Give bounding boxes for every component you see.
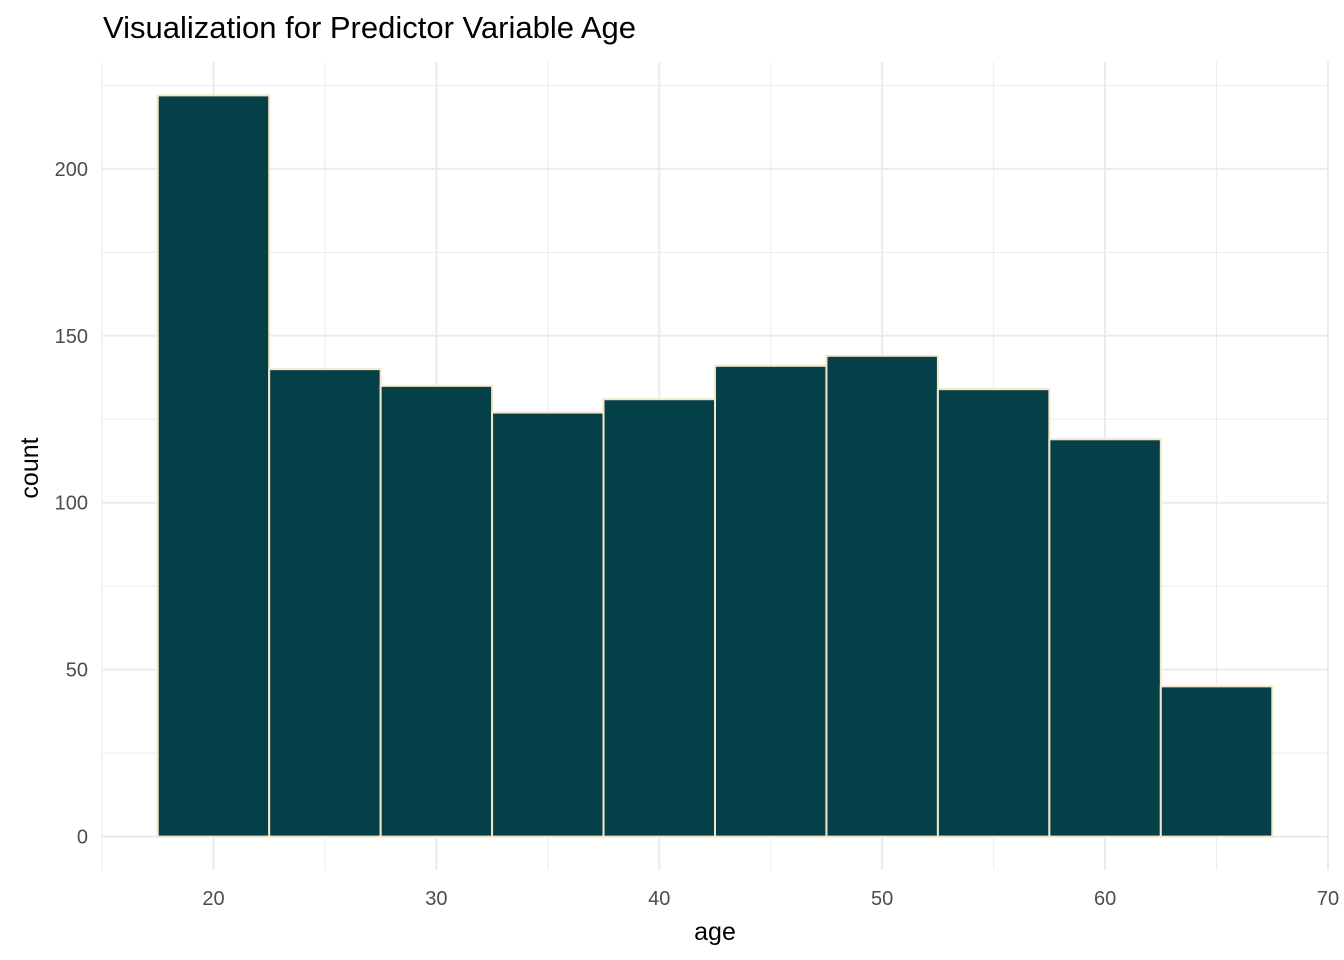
x-tick-label: 70 bbox=[1317, 888, 1339, 910]
histogram-bar bbox=[714, 364, 828, 838]
histogram-bar bbox=[156, 94, 271, 838]
x-tick-labels: 20 30 40 50 60 70 bbox=[202, 888, 1339, 910]
histogram-bar bbox=[491, 411, 605, 838]
histogram-bar bbox=[1159, 685, 1274, 838]
y-tick-label: 150 bbox=[55, 326, 88, 348]
x-tick-label: 60 bbox=[1094, 888, 1116, 910]
histogram-bars bbox=[156, 94, 1274, 838]
y-axis-title: count bbox=[16, 437, 44, 498]
histogram-bar bbox=[379, 384, 494, 838]
y-tick-label: 50 bbox=[66, 660, 88, 682]
y-tick-labels: 0 50 100 150 200 bbox=[55, 159, 88, 849]
x-tick-label: 30 bbox=[425, 888, 447, 910]
x-tick-label: 50 bbox=[871, 888, 893, 910]
chart-title: Visualization for Predictor Variable Age bbox=[103, 10, 637, 45]
x-tick-label: 20 bbox=[202, 888, 224, 910]
histogram-bar bbox=[1048, 438, 1162, 838]
histogram-bar bbox=[268, 368, 382, 838]
histogram-bar bbox=[602, 398, 717, 838]
y-tick-label: 0 bbox=[77, 827, 88, 849]
x-tick-label: 40 bbox=[648, 888, 670, 910]
histogram-bar bbox=[825, 354, 939, 838]
histogram-bar bbox=[936, 388, 1051, 838]
x-axis-title: age bbox=[694, 918, 736, 946]
y-tick-label: 200 bbox=[55, 159, 88, 181]
y-tick-label: 100 bbox=[55, 493, 88, 515]
